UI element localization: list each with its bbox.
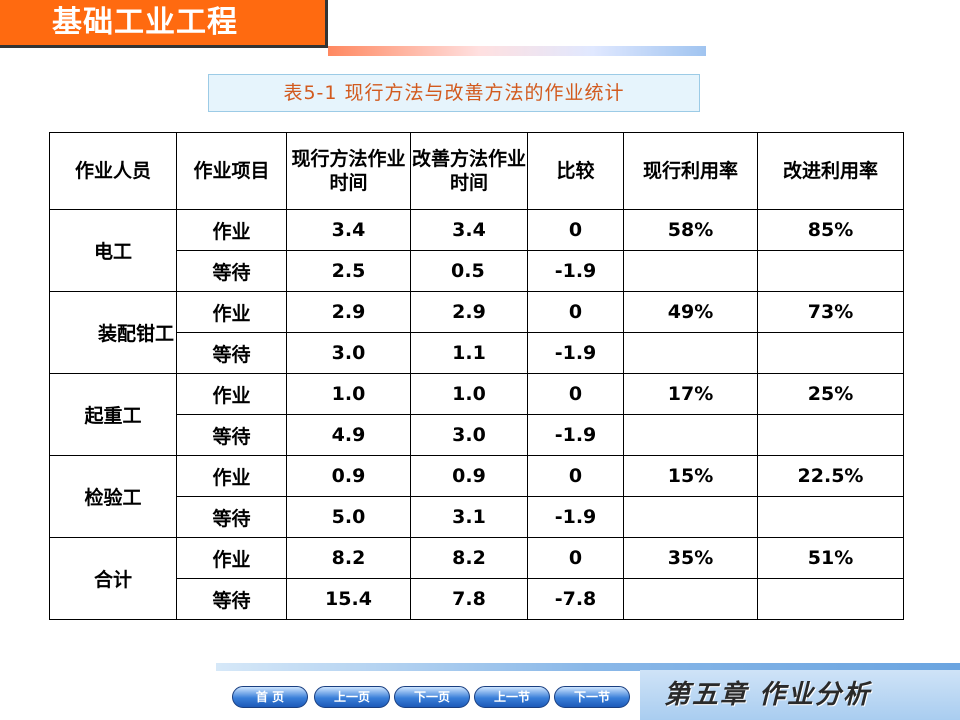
compare-cell: 0 [527, 209, 624, 251]
current-time-cell: 2.9 [286, 291, 411, 333]
current-rate-cell [623, 414, 758, 456]
current-time-cell: 4.9 [286, 414, 411, 456]
improved-rate-cell: 22.5% [757, 455, 904, 497]
current-time-cell: 1.0 [286, 373, 411, 415]
table-row: 等待 5.0 3.1 -1.9 [50, 496, 904, 538]
improved-time-cell: 3.4 [410, 209, 528, 251]
improved-rate-cell: 51% [757, 537, 904, 579]
current-rate-cell: 15% [623, 455, 758, 497]
compare-cell: -1.9 [527, 414, 624, 456]
item-cell: 作业 [176, 291, 287, 333]
item-cell: 作业 [176, 209, 287, 251]
improved-time-cell: 1.1 [410, 332, 528, 374]
current-time-cell: 3.0 [286, 332, 411, 374]
compare-cell: -7.8 [527, 578, 624, 620]
current-time-cell: 3.4 [286, 209, 411, 251]
item-cell: 作业 [176, 537, 287, 579]
improved-rate-cell [757, 250, 904, 292]
worker-name: 装配钳工 [49, 291, 177, 374]
chapter-title: 第五章 作业分析 [664, 680, 872, 710]
current-rate-cell: 17% [623, 373, 758, 415]
item-cell: 作业 [176, 455, 287, 497]
worker-name: 合计 [49, 537, 177, 620]
compare-cell: 0 [527, 455, 624, 497]
improved-rate-cell [757, 496, 904, 538]
compare-cell: 0 [527, 373, 624, 415]
table-caption: 表5-1 现行方法与改善方法的作业统计 [208, 74, 700, 112]
current-time-cell: 5.0 [286, 496, 411, 538]
table-header-row: 作业人员 作业项目 现行方法作业时间 改善方法作业时间 比较 现行利用率 改进利… [49, 132, 904, 210]
current-time-cell: 0.9 [286, 455, 411, 497]
improved-rate-cell [757, 332, 904, 374]
header-current-rate: 现行利用率 [623, 132, 758, 210]
current-rate-cell [623, 332, 758, 374]
table-row: 检验工 作业 0.9 0.9 0 15% 22.5% [49, 455, 904, 538]
improved-time-cell: 3.0 [410, 414, 528, 456]
improved-rate-cell: 85% [757, 209, 904, 251]
next-page-button[interactable]: 下一页 [394, 686, 470, 708]
header-divider [328, 46, 706, 56]
table-row: 等待 2.5 0.5 -1.9 [50, 250, 904, 292]
compare-cell: 0 [527, 537, 624, 579]
current-rate-cell [623, 496, 758, 538]
current-time-cell: 8.2 [286, 537, 411, 579]
prev-section-button[interactable]: 上一节 [474, 686, 550, 708]
table-row: 起重工 作业 1.0 1.0 0 17% 25% [49, 373, 904, 456]
current-rate-cell [623, 578, 758, 620]
prev-page-button[interactable]: 上一页 [314, 686, 390, 708]
improved-rate-cell: 73% [757, 291, 904, 333]
item-cell: 等待 [176, 250, 287, 292]
item-cell: 等待 [176, 578, 287, 620]
worker-name: 起重工 [49, 373, 177, 456]
table-row: 等待 15.4 7.8 -7.8 [50, 578, 904, 620]
current-rate-cell: 49% [623, 291, 758, 333]
current-rate-cell: 58% [623, 209, 758, 251]
improved-rate-cell [757, 414, 904, 456]
table-row: 合计 作业 8.2 8.2 0 35% 51% [49, 537, 904, 620]
improved-time-cell: 7.8 [410, 578, 528, 620]
item-cell: 作业 [176, 373, 287, 415]
chapter-badge [640, 670, 960, 720]
item-cell: 等待 [176, 332, 287, 374]
current-rate-cell [623, 250, 758, 292]
header-improved-rate: 改进利用率 [757, 132, 904, 210]
next-section-button[interactable]: 下一节 [554, 686, 630, 708]
work-statistics-table: 作业人员 作业项目 现行方法作业时间 改善方法作业时间 比较 现行利用率 改进利… [49, 132, 904, 620]
header-improved-time: 改善方法作业时间 [410, 132, 528, 210]
item-cell: 等待 [176, 414, 287, 456]
item-cell: 等待 [176, 496, 287, 538]
current-time-cell: 2.5 [286, 250, 411, 292]
compare-cell: -1.9 [527, 496, 624, 538]
improved-time-cell: 1.0 [410, 373, 528, 415]
footer-divider [216, 663, 960, 671]
table-row: 装配钳工 作业 2.9 2.9 0 49% 73% [49, 291, 904, 374]
improved-time-cell: 0.9 [410, 455, 528, 497]
header-current-time: 现行方法作业时间 [286, 132, 411, 210]
improved-time-cell: 3.1 [410, 496, 528, 538]
table-row: 电工 作业 3.4 3.4 0 58% 85% [49, 209, 904, 292]
compare-cell: 0 [527, 291, 624, 333]
improved-time-cell: 0.5 [410, 250, 528, 292]
compare-cell: -1.9 [527, 332, 624, 374]
page-title: 基础工业工程 [52, 5, 238, 40]
worker-name: 检验工 [49, 455, 177, 538]
worker-name: 电工 [49, 209, 177, 292]
page-title-banner: 基础工业工程 [0, 0, 328, 48]
table-row: 等待 3.0 1.1 -1.9 [50, 332, 904, 374]
current-time-cell: 15.4 [286, 578, 411, 620]
compare-cell: -1.9 [527, 250, 624, 292]
table-row: 等待 4.9 3.0 -1.9 [50, 414, 904, 456]
home-button[interactable]: 首 页 [232, 686, 308, 708]
header-item: 作业项目 [176, 132, 287, 210]
header-compare: 比较 [527, 132, 624, 210]
current-rate-cell: 35% [623, 537, 758, 579]
improved-rate-cell [757, 578, 904, 620]
improved-rate-cell: 25% [757, 373, 904, 415]
header-worker: 作业人员 [49, 132, 177, 210]
improved-time-cell: 2.9 [410, 291, 528, 333]
improved-time-cell: 8.2 [410, 537, 528, 579]
